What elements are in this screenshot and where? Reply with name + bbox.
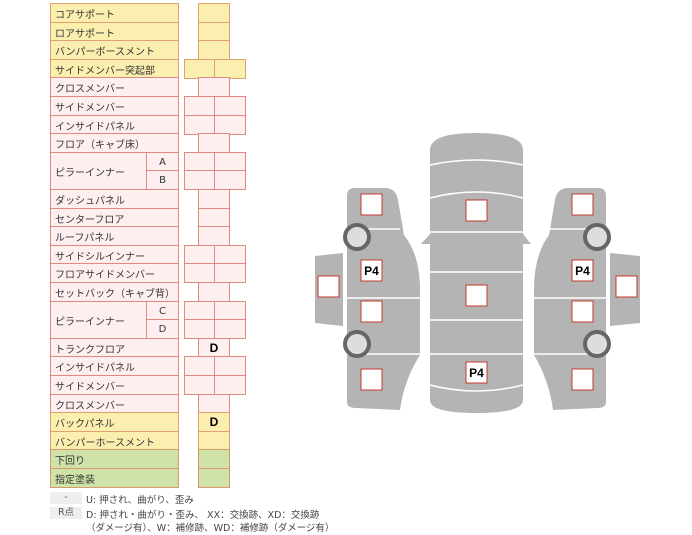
car-body (315, 133, 640, 413)
right-door-panel (610, 253, 640, 326)
value-cell[interactable] (214, 152, 246, 172)
mark-box-left-rear-door[interactable] (360, 300, 383, 323)
value-cell[interactable] (198, 468, 230, 488)
mark-box-right-door[interactable] (615, 275, 638, 298)
value-cell[interactable] (198, 133, 230, 153)
legend-text-u: U: 押され、曲がり、歪み (86, 495, 194, 506)
mark-box-center-trunk[interactable] (465, 361, 488, 384)
value-cell[interactable] (214, 170, 246, 190)
mark-box-left-door[interactable] (317, 275, 340, 298)
value-cell[interactable] (198, 189, 230, 209)
mark-label: P4 (364, 264, 379, 278)
mark-box-left-rear[interactable] (360, 368, 383, 391)
value-cell[interactable] (198, 282, 230, 302)
row-label: クロスメンバー (50, 77, 179, 97)
row-label: トランクフロア (50, 338, 179, 358)
wheel-icon (583, 223, 611, 251)
value-cell[interactable] (184, 319, 215, 339)
mark-box-left-mid[interactable] (360, 259, 383, 282)
value-cell[interactable] (214, 375, 246, 395)
value-cell[interactable] (198, 431, 230, 451)
value-cell[interactable] (214, 356, 246, 376)
wheel-icon (583, 330, 611, 358)
row-label: ピラーインナー (50, 152, 147, 190)
row-label: サイドシルインナー (50, 245, 179, 265)
row-sublabel: A (146, 152, 179, 172)
mark-box-right-mid[interactable] (571, 259, 594, 282)
value-cell[interactable] (184, 59, 215, 79)
row-label: フロア（キャブ床） (50, 133, 179, 153)
center-body (421, 133, 531, 413)
row-label: 下回り (50, 449, 179, 469)
value-cell[interactable] (198, 449, 230, 469)
row-label: インサイドパネル (50, 115, 179, 135)
row-label: センターフロア (50, 208, 179, 228)
value-cell[interactable] (198, 40, 230, 60)
value-cell[interactable] (198, 22, 230, 42)
row-sublabel: B (146, 170, 179, 190)
value-cell[interactable] (184, 245, 215, 265)
wheels (343, 223, 611, 358)
value-cell[interactable] (214, 96, 246, 116)
row-label: クロスメンバー (50, 394, 179, 414)
value-cell[interactable] (184, 115, 215, 135)
row-label: サイドメンバー突起部 (50, 59, 179, 79)
row-label: バンパーボースメント (50, 40, 179, 60)
value-cell[interactable]: D (198, 412, 230, 432)
value-cell[interactable] (184, 263, 215, 283)
value-cell[interactable] (214, 115, 246, 135)
mark-box-left-front[interactable] (360, 193, 383, 216)
value-cell[interactable] (198, 3, 230, 23)
right-side-body (534, 188, 606, 410)
mark-box-center-hood[interactable] (465, 199, 488, 222)
legend-key-r: R点 (50, 507, 82, 519)
value-cell[interactable] (198, 77, 230, 97)
row-sublabel: D (146, 319, 179, 339)
legend-key-dash: - (50, 492, 82, 504)
mark-box-right-rear[interactable] (571, 368, 594, 391)
value-cell[interactable] (184, 301, 215, 321)
row-label: サイドメンバー (50, 375, 179, 395)
wheel-icon (343, 330, 371, 358)
row-label: 指定塗装 (50, 468, 179, 488)
row-label: ロアサポート (50, 22, 179, 42)
mark-box-right-front[interactable] (571, 193, 594, 216)
left-door-panel (315, 253, 343, 326)
legend-text-d-cont: （ダメージ有）、W：補修跡、WD：補修跡（ダメージ有） (86, 523, 335, 534)
legend-text-d: D: 押され・曲がり・歪み、 XX：交換跡、XD：交換跡 (86, 510, 320, 521)
mark-box-center-roof[interactable] (465, 284, 488, 307)
value-cell[interactable] (198, 394, 230, 414)
row-label: フロアサイドメンバー (50, 263, 179, 283)
value-cell[interactable] (214, 319, 246, 339)
value-cell[interactable] (184, 375, 215, 395)
row-sublabel: C (146, 301, 179, 321)
value-cell[interactable] (184, 356, 215, 376)
mark-label: P4 (469, 366, 484, 380)
left-side-body (347, 188, 420, 410)
row-label: コアサポート (50, 3, 179, 23)
row-label: ダッシュパネル (50, 189, 179, 209)
value-cell[interactable] (198, 208, 230, 228)
row-label: ルーフパネル (50, 226, 179, 246)
value-cell[interactable]: D (198, 338, 230, 358)
value-cell[interactable] (198, 226, 230, 246)
row-label: バンパーホースメント (50, 431, 179, 451)
row-label: バックパネル (50, 412, 179, 432)
value-cell[interactable] (214, 59, 246, 79)
value-cell[interactable] (184, 170, 215, 190)
value-cell[interactable] (214, 245, 246, 265)
wheel-icon (343, 223, 371, 251)
value-cell[interactable] (184, 96, 215, 116)
row-label: インサイドパネル (50, 356, 179, 376)
mark-label: P4 (575, 264, 590, 278)
value-cell[interactable] (184, 152, 215, 172)
value-cell[interactable] (214, 301, 246, 321)
mark-box-right-rear-door[interactable] (571, 300, 594, 323)
row-label: サイドメンバー (50, 96, 179, 116)
value-cell[interactable] (214, 263, 246, 283)
row-label: セットバック（キャブ背） (50, 282, 179, 302)
row-label: ピラーインナー (50, 301, 147, 339)
